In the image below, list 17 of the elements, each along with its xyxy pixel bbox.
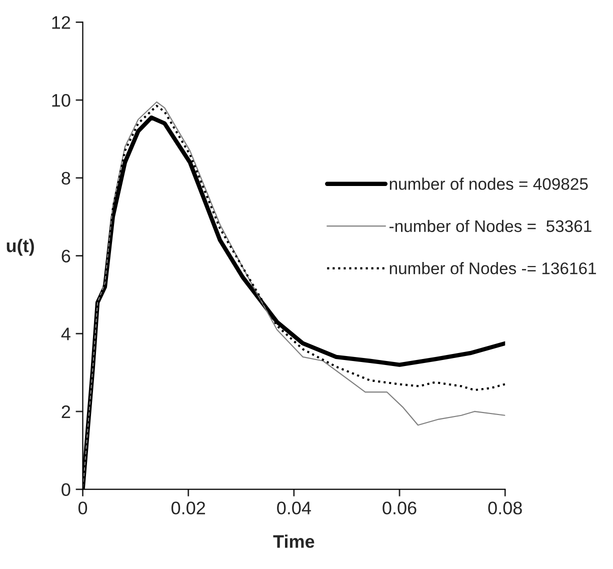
y-tick-label: 2 bbox=[62, 405, 70, 418]
legend-label: -number of Nodes = 53361 bbox=[390, 220, 592, 232]
y-tick-label: 12 bbox=[52, 16, 70, 29]
legend-label: number of nodes = 409825 bbox=[390, 178, 588, 190]
x-tick-label: 0.02 bbox=[171, 502, 206, 514]
y-tick-label: 10 bbox=[52, 94, 70, 107]
y-tick-label: 8 bbox=[62, 172, 70, 185]
y-axis-title: u(t) bbox=[6, 238, 34, 256]
x-axis-title: Time bbox=[273, 534, 314, 548]
y-tick-label: 0 bbox=[62, 483, 70, 496]
x-tick-label: 0.08 bbox=[488, 502, 522, 514]
y-tick-label: 4 bbox=[61, 328, 70, 340]
x-tick-label: 0 bbox=[78, 502, 88, 514]
legend-label: number of Nodes -= 136161 bbox=[390, 262, 596, 274]
y-tick-label: 6 bbox=[62, 250, 70, 262]
x-tick-label: 0.04 bbox=[277, 502, 311, 514]
x-tick-label: 0.06 bbox=[382, 502, 416, 514]
